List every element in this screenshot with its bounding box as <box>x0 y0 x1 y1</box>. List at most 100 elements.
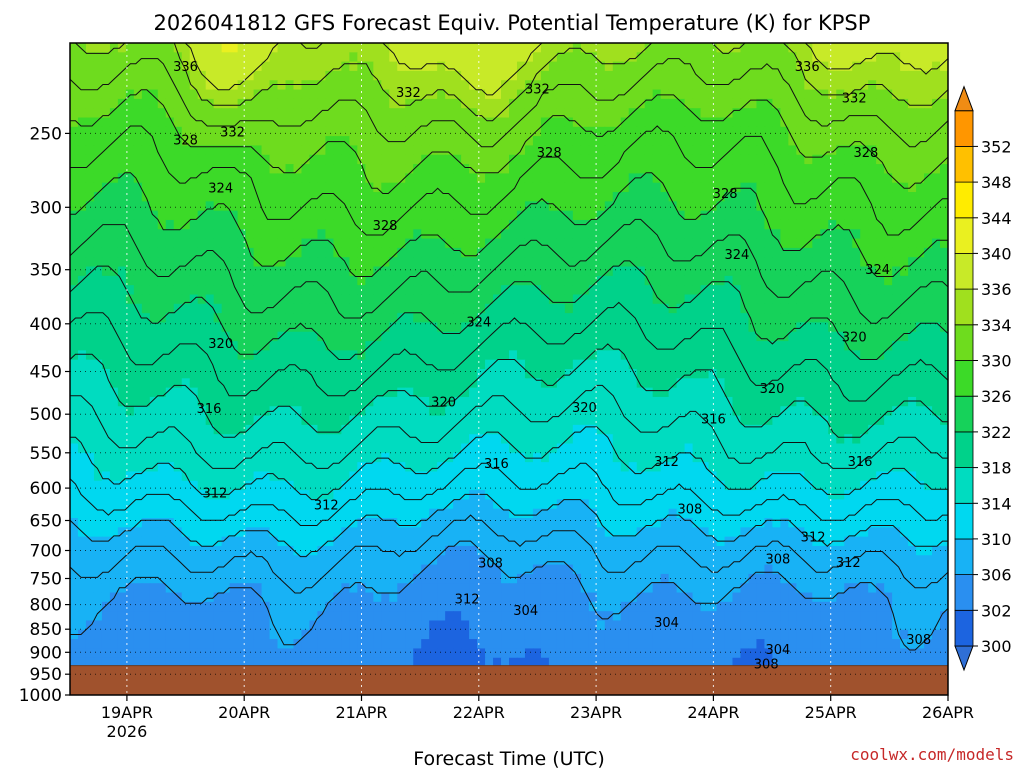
field-cell <box>429 331 438 342</box>
field-cell <box>556 210 566 221</box>
field-cell <box>796 359 805 370</box>
field-cell <box>676 285 686 296</box>
field-cell <box>301 331 311 342</box>
field-cell <box>469 369 478 379</box>
field-cell <box>676 164 686 174</box>
field-cell <box>277 192 287 202</box>
field-cell <box>117 434 127 445</box>
field-cell <box>636 89 646 100</box>
field-cell <box>109 303 119 314</box>
field-cell <box>916 294 925 305</box>
field-cell <box>117 238 127 249</box>
field-cell <box>924 266 933 277</box>
field-cell <box>724 89 734 100</box>
field-cell <box>908 452 917 463</box>
field-cell <box>692 406 702 417</box>
field-cell <box>908 145 917 156</box>
field-cell <box>900 80 909 91</box>
field-cell <box>876 182 885 193</box>
field-cell <box>261 396 271 407</box>
field-cell <box>532 117 542 128</box>
field-cell <box>461 285 470 296</box>
field-cell <box>365 452 374 463</box>
field-cell <box>101 350 111 361</box>
field-cell <box>341 154 350 165</box>
field-cell <box>836 126 845 137</box>
field-cell <box>900 192 909 202</box>
field-cell <box>381 462 390 473</box>
field-cell <box>461 387 470 398</box>
field-cell <box>524 70 534 81</box>
field-cell <box>636 238 646 249</box>
field-cell <box>676 154 686 165</box>
field-cell <box>716 452 726 463</box>
field-cell <box>836 219 845 230</box>
field-cell <box>924 415 933 426</box>
field-cell <box>812 154 821 165</box>
field-cell <box>165 117 175 128</box>
field-cell <box>389 359 398 370</box>
field-cell <box>205 303 215 314</box>
field-cell <box>189 126 199 137</box>
field-cell <box>133 415 143 426</box>
field-cell <box>509 145 518 156</box>
field-cell <box>588 359 598 370</box>
field-cell <box>133 387 143 398</box>
field-cell <box>900 257 909 268</box>
field-cell <box>596 285 606 296</box>
field-cell <box>732 201 742 212</box>
field-cell <box>245 294 255 305</box>
field-cell <box>796 70 805 81</box>
field-cell <box>125 359 135 370</box>
field-cell <box>485 136 494 147</box>
field-cell <box>237 43 247 53</box>
field-cell <box>405 126 414 137</box>
field-cell <box>477 238 486 249</box>
field-cell <box>213 80 223 91</box>
field-cell <box>660 313 670 324</box>
field-cell <box>868 303 877 314</box>
field-cell <box>772 341 781 351</box>
field-cell <box>173 294 183 305</box>
field-cell <box>293 275 303 286</box>
field-cell <box>213 201 223 212</box>
field-cell <box>189 434 199 445</box>
field-cell <box>293 322 303 333</box>
field-cell <box>317 126 327 137</box>
field-cell <box>93 266 103 277</box>
field-cell <box>317 443 327 454</box>
field-cell <box>309 182 319 193</box>
field-cell <box>413 387 422 398</box>
field-cell <box>213 247 223 258</box>
field-cell <box>612 285 622 296</box>
field-cell <box>269 61 279 72</box>
field-cell <box>876 285 885 296</box>
field-cell <box>868 182 877 193</box>
field-cell <box>133 303 143 314</box>
field-cell <box>349 266 358 277</box>
field-cell <box>101 387 111 398</box>
field-cell <box>516 257 526 268</box>
field-cell <box>117 70 127 81</box>
field-cell <box>501 443 510 454</box>
field-cell <box>293 89 303 100</box>
field-cell <box>389 452 398 463</box>
field-cell <box>245 424 255 435</box>
field-cell <box>780 406 789 417</box>
field-cell <box>708 61 718 72</box>
field-cell <box>501 70 510 81</box>
field-cell <box>173 43 183 53</box>
field-cell <box>413 396 422 407</box>
field-cell <box>429 462 438 473</box>
field-cell <box>485 210 494 221</box>
field-cell <box>317 145 327 156</box>
field-cell <box>772 350 781 361</box>
field-cell <box>269 89 279 100</box>
field-cell <box>309 247 319 258</box>
field-cell <box>309 462 319 473</box>
field-cell <box>365 164 374 174</box>
field-cell <box>357 359 366 370</box>
field-cell <box>149 424 159 435</box>
field-cell <box>125 313 135 324</box>
field-cell <box>644 164 654 174</box>
